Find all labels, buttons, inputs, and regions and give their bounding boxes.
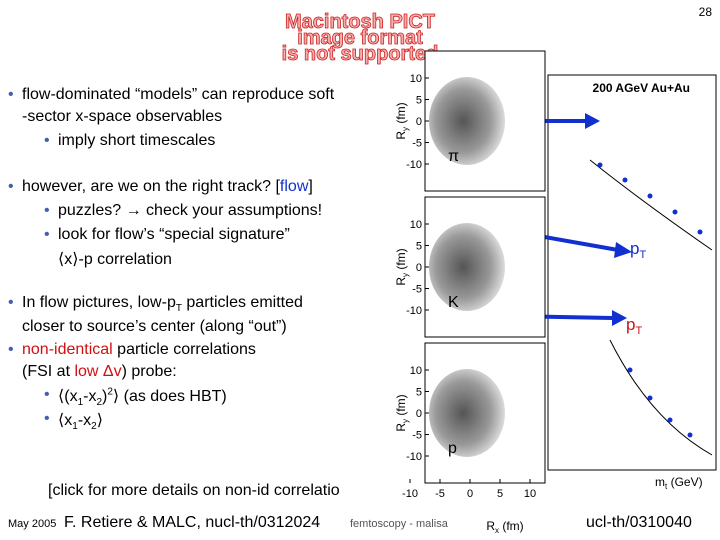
label-part: (fm) [394, 394, 408, 419]
footer-citation: ucl-th/0310040 [586, 514, 692, 531]
label-part: y [401, 419, 410, 423]
placeholder-line: Macintosh PICT [285, 11, 435, 33]
x-tick-label: -5 [435, 488, 445, 500]
sub-bullet-cont: ⟨x⟩-p correlation [58, 251, 172, 268]
bullet: however, are we on the right track? [flo… [8, 178, 313, 196]
y-tick-label: -10 [406, 305, 422, 317]
panels: 10 5 0 -5 -10 Ry (fm) π 10 5 0 -5 -10 Ry (fm) K 10 5 0 -5… [394, 50, 546, 500]
sub-bullet: look for flow’s “special signature” [44, 226, 290, 244]
y-tick-label: 5 [416, 241, 422, 253]
x-axis-label: Rx (fm) [486, 519, 523, 535]
x-tick-label: 10 [524, 488, 536, 500]
y-tick-label: 0 [416, 116, 422, 128]
pt-label: pT [630, 239, 646, 261]
source-image [429, 223, 505, 311]
y-tick-label: -10 [406, 159, 422, 171]
label-part: (fm) [394, 248, 408, 273]
y-tick-label: 0 [416, 408, 422, 420]
fit-curve [609, 339, 713, 456]
y-tick-label: 5 [416, 95, 422, 107]
y-axis-label: Ry (fm) [394, 248, 410, 285]
right-plot-frame [547, 74, 717, 471]
y-tick-label: 10 [410, 73, 422, 85]
sub-bullet: ⟨x1-x2⟩ [44, 410, 103, 432]
bullet-cont: -sector x-space observables [22, 108, 223, 125]
source-image [429, 77, 505, 165]
right-x-label: mt (GeV) [655, 475, 703, 491]
sub-bullet: puzzles? → check your assumptions! [44, 202, 322, 220]
footer-date: May 2005 [8, 518, 57, 530]
placeholder-line: is not supported [282, 43, 439, 65]
bullet: non-identical particle correlations [8, 341, 256, 359]
sub-bullet: imply short timescales [44, 132, 215, 150]
particle-label: p [448, 440, 457, 457]
placeholder-line: image format [297, 27, 423, 49]
y-tick-label: -5 [412, 138, 422, 150]
label-part: y [401, 273, 410, 277]
fit-curve [589, 159, 713, 251]
y-tick-label: 10 [410, 219, 422, 231]
particle-label: K [448, 294, 459, 311]
arrowheads [585, 113, 632, 326]
y-tick-label: -5 [412, 430, 422, 442]
y-tick-label: 5 [416, 387, 422, 399]
pt-label: pT [626, 315, 642, 337]
x-tick-label: -10 [402, 488, 418, 500]
sub-bullet: ⟨(x1-x2)2⟩ (as does HBT) [44, 386, 227, 408]
y-tick-label: -10 [406, 451, 422, 463]
label-part: (fm) [394, 102, 408, 127]
page-number: 28 [699, 5, 713, 19]
x-tick-label: 5 [497, 488, 503, 500]
label-part: R [394, 131, 408, 140]
bullet: In flow pictures, low-pT particles emitt… [8, 294, 303, 314]
source-image [429, 369, 505, 457]
label-part: y [401, 127, 410, 131]
footer-citation: F. Retiere & MALC, nucl-th/0312024 [64, 514, 321, 531]
particle-label: π [448, 148, 459, 165]
data-points [597, 162, 703, 438]
link[interactable]: [click for more details on non-id correl… [48, 482, 340, 499]
y-axis-label: Ry (fm) [394, 394, 410, 431]
x-tick-label: 0 [467, 488, 473, 500]
y-tick-label: 10 [410, 365, 422, 377]
y-tick-label: -5 [412, 284, 422, 296]
y-axis-label: Ry (fm) [394, 102, 410, 139]
bullet: flow-dominated “models” can reproduce so… [8, 86, 334, 104]
label-part: R [394, 277, 408, 286]
y-tick-label: 0 [416, 262, 422, 274]
bullet-cont: closer to source’s center (along “out”) [22, 318, 287, 335]
plot-title: 200 AGeV Au+Au [593, 81, 690, 95]
label-part: R [394, 423, 408, 432]
bullet-cont: (FSI at low Δv) probe: [22, 363, 177, 380]
footer-title: femtoscopy - malisa [350, 518, 448, 530]
